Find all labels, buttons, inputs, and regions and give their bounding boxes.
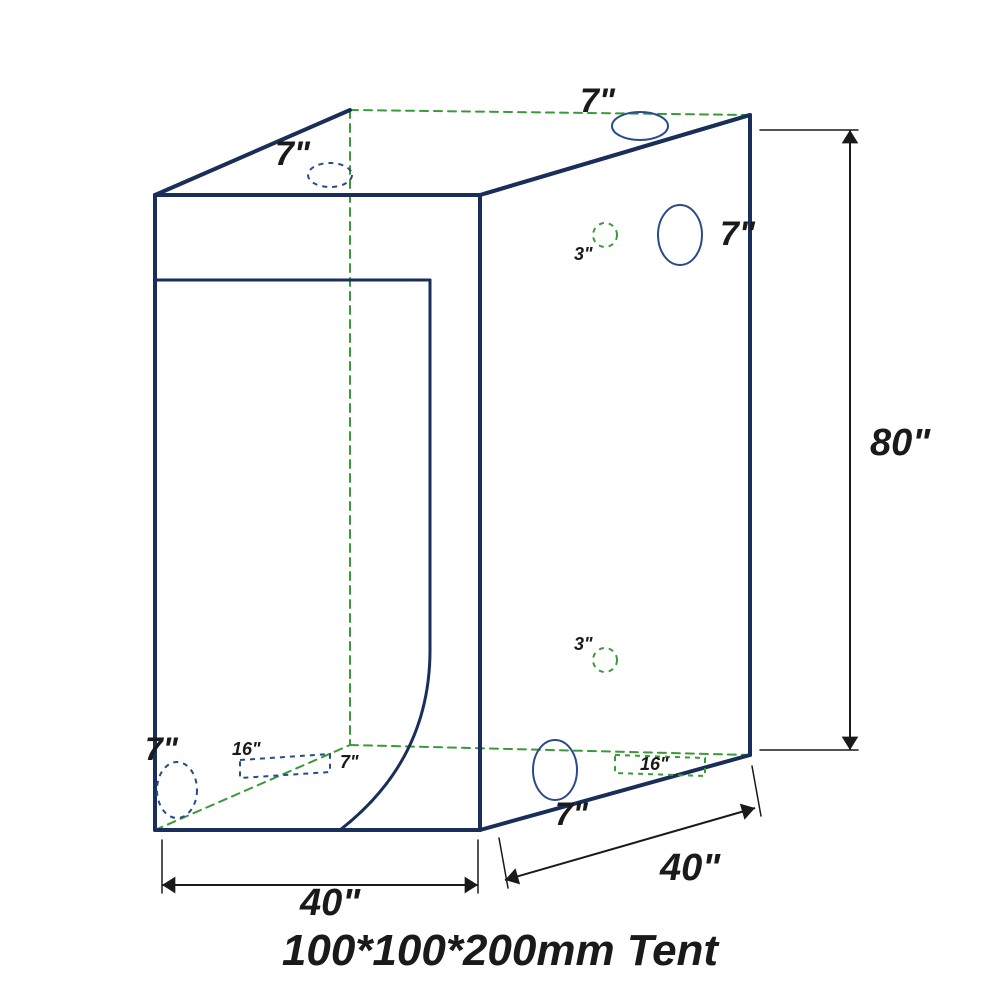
- side_lower-label: 7": [555, 796, 589, 832]
- small_upper-label: 3": [574, 244, 593, 264]
- front_vent-label-r: 7": [340, 752, 359, 772]
- caption: 100*100*200mm Tent: [282, 926, 721, 975]
- front_lower: [157, 762, 197, 818]
- front_lower-label: 7": [145, 731, 179, 767]
- side_upper-label: 7": [720, 215, 756, 253]
- vents: 16" 7" 16": [232, 739, 705, 778]
- top_front: [308, 163, 352, 187]
- front_vent-label-l: 16": [232, 739, 261, 759]
- top_front-label: 7": [275, 135, 311, 173]
- door-outline: [155, 280, 430, 830]
- small_lower-label: 3": [574, 634, 593, 654]
- side_lower: [533, 740, 577, 800]
- side_upper: [658, 205, 702, 265]
- dimension-lines: 80" 40" 40": [162, 130, 931, 924]
- back_vent-label: 16": [640, 754, 669, 774]
- small_upper: [593, 223, 617, 247]
- dim-height-label: 80": [870, 422, 931, 464]
- dim-depth-label: 40": [659, 847, 721, 889]
- top_back: [612, 112, 668, 140]
- top_back-label: 7": [580, 82, 616, 120]
- small_lower: [593, 648, 617, 672]
- dim-width-label: 40": [299, 882, 361, 924]
